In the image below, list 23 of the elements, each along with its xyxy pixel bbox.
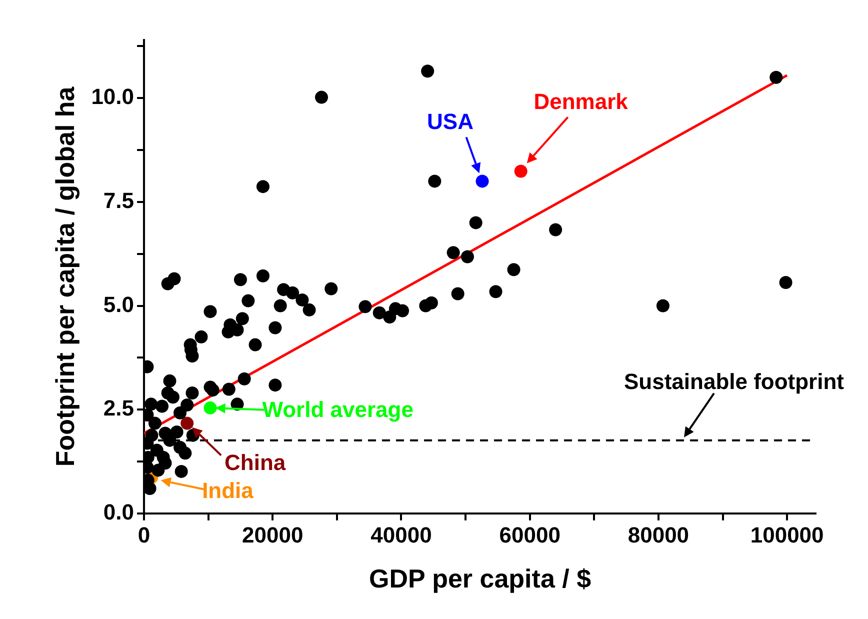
- x-tick-label: 40000: [370, 522, 432, 548]
- y-tick-label: 2.5: [103, 396, 134, 421]
- point: [514, 164, 528, 178]
- annotation: India: [202, 478, 254, 504]
- x-axis-title: GDP per capita / $: [368, 564, 592, 594]
- y-tick-label: 5.0: [103, 292, 134, 317]
- annotation: China: [224, 450, 286, 476]
- y-axis-title: Footprint per capita / global ha: [50, 86, 80, 467]
- x-tick-label: 20000: [242, 522, 304, 548]
- y-tick-label: 10.0: [91, 84, 134, 110]
- point: [476, 174, 489, 188]
- y-tick-label: 0.0: [103, 499, 134, 524]
- ref-line-label: Sustainable footprint: [624, 369, 844, 396]
- y-tick-label: 7.5: [103, 188, 134, 214]
- annotation: World average: [262, 396, 414, 423]
- point: [204, 401, 217, 414]
- point: [180, 416, 194, 430]
- x-tick-label: 0: [138, 522, 150, 548]
- annotation: Denmark: [534, 89, 628, 116]
- x-tick-label: 100000: [750, 522, 824, 548]
- x-tick-label: 60000: [499, 522, 560, 548]
- annotation: USA: [427, 109, 474, 136]
- x-tick-label: 80000: [628, 522, 690, 548]
